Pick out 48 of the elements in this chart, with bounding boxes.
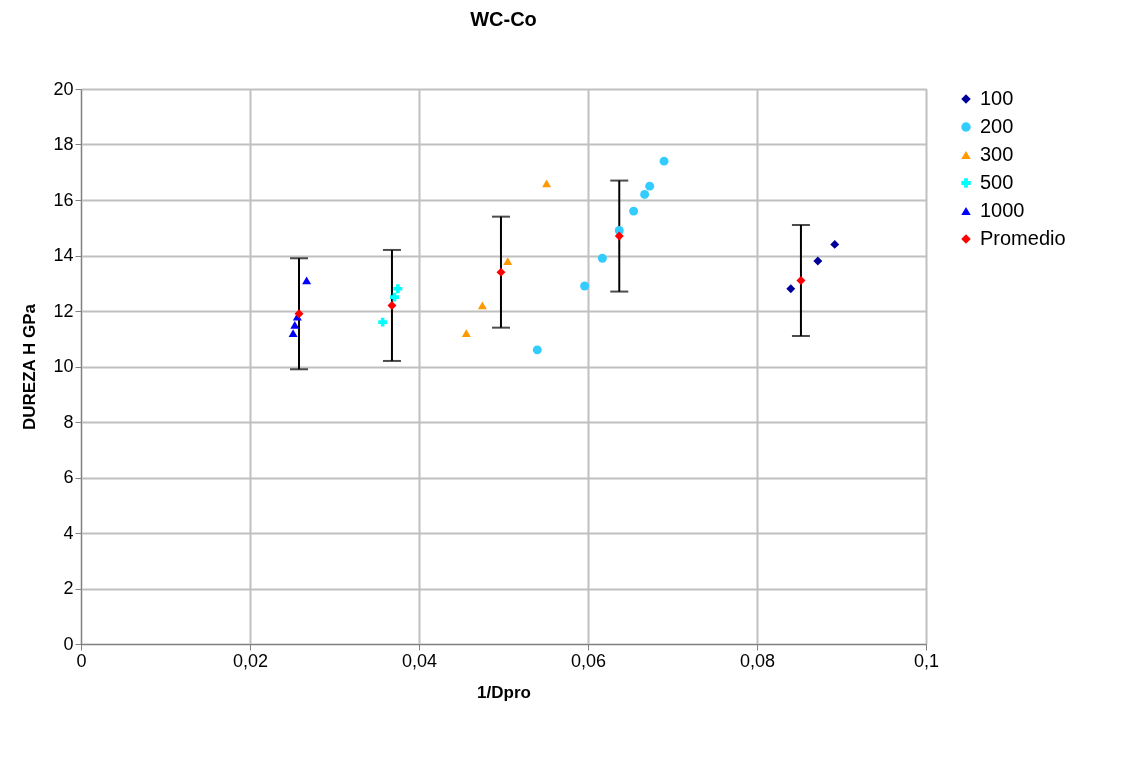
legend-label: 500 (980, 171, 1014, 193)
y-tick-label: 16 (53, 189, 74, 210)
point (288, 329, 298, 338)
x-tick-label: 0,08 (739, 650, 776, 671)
legend-label: 200 (980, 115, 1014, 137)
point (830, 239, 840, 249)
point (542, 179, 552, 188)
chart-title: WC-Co (470, 8, 537, 30)
point (387, 300, 397, 310)
point (496, 267, 506, 277)
point (532, 345, 542, 355)
y-tick-label: 0 (63, 633, 74, 654)
y-tick-label: 6 (63, 467, 74, 487)
legend-label: 1000 (980, 199, 1025, 221)
y-tick-label: 8 (63, 411, 74, 432)
point (503, 257, 513, 265)
point (290, 321, 300, 329)
point (813, 256, 823, 266)
x-tick-label: 0 (76, 650, 87, 671)
point (796, 276, 806, 285)
point (393, 284, 403, 294)
point (629, 206, 639, 216)
x-axis-title: 1/Dpro (477, 682, 531, 702)
point (390, 292, 399, 302)
y-axis-title: DUREZA H GPa (20, 303, 40, 430)
y-tick-label: 18 (53, 134, 74, 154)
y-tick-label: 14 (53, 245, 74, 265)
y-tick-label: 12 (53, 300, 74, 321)
point (640, 189, 650, 199)
y-tick-label: 10 (53, 356, 74, 376)
point (659, 156, 669, 166)
point (645, 181, 655, 191)
point (580, 281, 590, 291)
y-tick-label: 2 (63, 578, 74, 598)
point (597, 253, 607, 263)
legend-label: 300 (980, 143, 1014, 165)
x-tick-label: 0,06 (570, 650, 607, 671)
x-tick-label: 0,1 (913, 650, 940, 671)
point (461, 329, 471, 338)
x-tick-label: 0,02 (232, 650, 269, 671)
y-tick-label: 4 (63, 522, 74, 543)
y-tick-label: 20 (53, 78, 74, 99)
point (614, 231, 624, 241)
point (378, 317, 388, 327)
x-tick-label: 0,04 (401, 650, 438, 671)
legend-label: 100 (980, 87, 1014, 109)
legend-label: Promedio (980, 227, 1066, 249)
point (786, 284, 796, 294)
